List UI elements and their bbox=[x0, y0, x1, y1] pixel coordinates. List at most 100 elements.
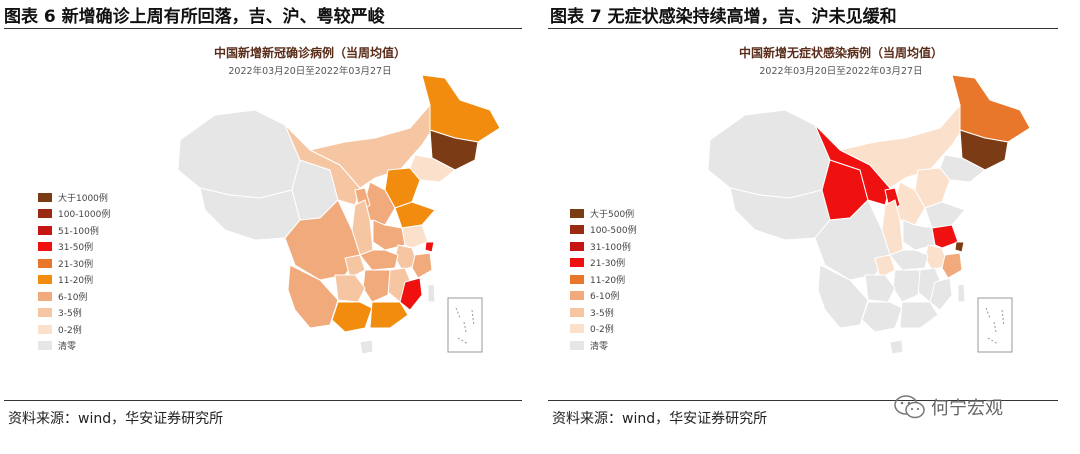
legend-label: 21-30例 bbox=[590, 259, 626, 270]
legend-label: 31-50例 bbox=[58, 243, 94, 254]
legend-swatch bbox=[38, 291, 52, 301]
right-bottom-rule bbox=[548, 400, 1058, 401]
left-legend: 大于1000例 100-1000例 51-100例 31-50例 21-30例 11-20… bbox=[38, 189, 110, 354]
region-yunnan bbox=[817, 264, 869, 329]
legend-swatch bbox=[570, 340, 584, 350]
region-heilongjiang bbox=[421, 74, 500, 143]
region-shanghai bbox=[954, 241, 965, 253]
legend-label: 11-20例 bbox=[58, 276, 94, 287]
legend-swatch bbox=[570, 291, 584, 301]
south-sea-inset bbox=[447, 297, 483, 353]
right-legend-item: 大于500例 bbox=[570, 205, 637, 222]
region-hunan bbox=[362, 269, 391, 303]
south-sea-inset bbox=[977, 297, 1013, 353]
left-legend-item: 51-100例 bbox=[38, 222, 110, 239]
left-china-map bbox=[177, 74, 500, 355]
legend-swatch bbox=[570, 307, 584, 317]
legend-swatch bbox=[38, 225, 52, 235]
legend-label: 0-2例 bbox=[58, 325, 82, 336]
region-hubei bbox=[889, 249, 929, 271]
right-map-subtitle: 2022年03月20日至2022年03月27日 bbox=[759, 66, 923, 77]
region-taiwan bbox=[427, 283, 436, 303]
watermark: 何宁宏观 bbox=[893, 394, 1003, 420]
legend-label: 6-10例 bbox=[590, 292, 620, 303]
left-legend-item: 大于1000例 bbox=[38, 189, 110, 206]
region-taiwan bbox=[957, 283, 966, 303]
left-legend-item: 0-2例 bbox=[38, 321, 110, 338]
legend-label: 清零 bbox=[58, 342, 77, 353]
region-fujian bbox=[929, 277, 953, 311]
right-legend-item: 11-20例 bbox=[570, 271, 637, 288]
left-map-subtitle: 2022年03月20日至2022年03月27日 bbox=[228, 66, 392, 77]
region-guangxi bbox=[331, 301, 373, 333]
legend-label: 大于1000例 bbox=[58, 193, 108, 204]
wechat-icon bbox=[894, 395, 925, 419]
region-xinjiang bbox=[177, 109, 301, 199]
legend-swatch bbox=[38, 324, 52, 334]
legend-label: 大于500例 bbox=[590, 209, 635, 220]
legend-label: 31-100例 bbox=[590, 242, 631, 253]
legend-label: 21-30例 bbox=[58, 259, 94, 270]
region-jiangsu bbox=[931, 224, 959, 249]
region-guangdong bbox=[369, 301, 409, 329]
region-fujian bbox=[399, 277, 423, 311]
left-legend-item: 21-30例 bbox=[38, 255, 110, 272]
right-china-map bbox=[707, 74, 1030, 355]
right-map-title: 中国新增无症状感染病例（当周均值） bbox=[738, 46, 943, 60]
region-hubei bbox=[359, 249, 399, 271]
legend-swatch bbox=[570, 208, 584, 218]
right-source: 资料来源：wind，华安证券研究所 bbox=[552, 411, 768, 427]
legend-label: 100-1000例 bbox=[58, 210, 111, 221]
legend-swatch bbox=[570, 274, 584, 284]
left-source: 资料来源：wind，华安证券研究所 bbox=[8, 411, 224, 427]
right-figure-title: 图表 7 无症状感染持续高增，吉、沪未见缓和 bbox=[550, 7, 897, 27]
left-top-rule bbox=[4, 28, 522, 29]
region-hainan bbox=[359, 339, 374, 355]
region-yunnan bbox=[287, 264, 339, 329]
left-legend-item: 11-20例 bbox=[38, 272, 110, 289]
right-top-rule bbox=[548, 28, 1058, 29]
legend-swatch bbox=[38, 341, 52, 351]
region-guangxi bbox=[861, 301, 903, 333]
legend-label: 6-10例 bbox=[58, 292, 88, 303]
legend-swatch bbox=[570, 225, 584, 235]
legend-swatch bbox=[38, 192, 52, 202]
legend-swatch bbox=[570, 324, 584, 334]
region-guizhou bbox=[334, 274, 366, 303]
region-xinjiang bbox=[707, 109, 831, 199]
region-shandong bbox=[924, 201, 966, 229]
left-legend-item: 31-50例 bbox=[38, 239, 110, 256]
region-guizhou bbox=[864, 274, 896, 303]
left-legend-item: 6-10例 bbox=[38, 288, 110, 305]
region-zhejiang bbox=[411, 252, 433, 279]
left-legend-item: 清零 bbox=[38, 338, 110, 355]
right-legend-item: 0-2例 bbox=[570, 321, 637, 338]
left-legend-item: 3-5例 bbox=[38, 305, 110, 322]
region-hunan bbox=[892, 269, 921, 303]
region-guangdong bbox=[899, 301, 939, 329]
legend-label: 清零 bbox=[590, 341, 609, 352]
watermark-text: 何宁宏观 bbox=[931, 398, 1003, 419]
legend-label: 3-5例 bbox=[58, 309, 82, 320]
region-shandong bbox=[394, 201, 436, 229]
right-legend-item: 31-100例 bbox=[570, 238, 637, 255]
region-zhejiang bbox=[941, 252, 963, 279]
right-legend-item: 3-5例 bbox=[570, 304, 637, 321]
legend-label: 3-5例 bbox=[590, 308, 614, 319]
legend-swatch bbox=[570, 241, 584, 251]
region-jiangsu bbox=[401, 224, 429, 249]
right-legend-item: 6-10例 bbox=[570, 288, 637, 305]
legend-swatch bbox=[38, 275, 52, 285]
legend-swatch bbox=[38, 242, 52, 252]
legend-label: 100-500例 bbox=[590, 226, 637, 237]
right-legend-item: 清零 bbox=[570, 337, 637, 354]
right-legend: 大于500例 100-500例 31-100例 21-30例 11-20例 6-10例 3-… bbox=[570, 205, 637, 354]
region-shanghai bbox=[424, 241, 435, 253]
right-legend-item: 100-500例 bbox=[570, 222, 637, 239]
legend-swatch bbox=[570, 258, 584, 268]
legend-label: 51-100例 bbox=[58, 226, 99, 237]
region-hainan bbox=[889, 339, 904, 355]
left-figure-title: 图表 6 新增确诊上周有所回落，吉、沪、粤较严峻 bbox=[4, 7, 385, 27]
left-legend-item: 100-1000例 bbox=[38, 206, 110, 223]
left-bottom-rule bbox=[4, 400, 522, 401]
